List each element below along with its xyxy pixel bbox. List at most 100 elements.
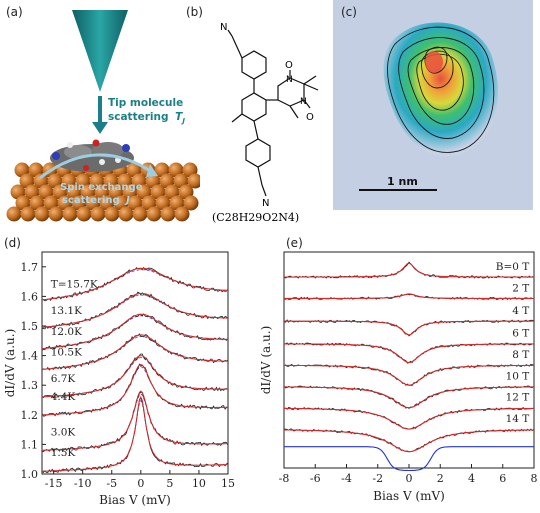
series-e-fit-1 <box>284 293 534 299</box>
y-tick-label-d: 1.6 <box>21 290 39 303</box>
panel-d-label: (d) <box>4 236 21 250</box>
atom-n-ring1: N <box>286 75 293 85</box>
series-d-fit-2 <box>41 313 229 350</box>
series-d-fit-4 <box>42 355 229 398</box>
panel-a-illustration: Tip molecule scattering TJ Spin exchange… <box>6 10 203 222</box>
atom-n-ring2: N <box>300 97 307 107</box>
panel-a: Tip molecule scattering TJ Spin exchange… <box>0 0 203 230</box>
series-e-fit-3 <box>284 343 534 364</box>
tip-caption-symbol: T <box>175 111 183 123</box>
plot-frame-e <box>283 251 535 469</box>
x-tick-label-d: -10 <box>74 477 92 490</box>
series-e-label-4: 8 T <box>512 349 529 361</box>
substrate-atom <box>174 206 190 222</box>
x-tick-label-e: 2 <box>437 472 444 485</box>
series-e-label-0: B=0 T <box>496 261 530 273</box>
panel-d: -15 -10 -5 0 5 10 15 1.0 1.1 1.2 1.3 1.4 1.5 1.6 1.7 Bi… <box>0 232 240 509</box>
substrate-atom <box>6 206 22 222</box>
panel-c: 1 nm (c) <box>333 0 533 210</box>
series-e-fit-2 <box>284 320 534 336</box>
series-e-label-1: 2 T <box>512 282 529 294</box>
series-e-label-5: 10 T <box>506 370 530 382</box>
x-axis-label-e: Bias V (mV) <box>373 489 445 503</box>
molecular-formula: (C28H29O2N4) <box>212 211 299 224</box>
x-tick-label-e: -4 <box>341 472 352 485</box>
spin-caption-line2-wrap: scattering J <box>62 195 130 206</box>
substrate-atom <box>76 206 92 222</box>
spin-caption-symbol: J <box>124 195 130 206</box>
substrate-atom <box>132 206 148 222</box>
panel-b: N N O O N N (C28H29O2N4) (b) <box>182 0 342 230</box>
series-e-data-4 <box>283 363 535 386</box>
substrate-atom <box>160 206 176 222</box>
y-tick-label-d: 1.3 <box>21 379 39 392</box>
panel-b-structure: N N O O N N (C28H29O2N4) <box>212 22 319 224</box>
plot-frame-d <box>41 251 229 475</box>
series-d-label-5: 4.4K <box>51 391 76 403</box>
series-e-fit-5 <box>284 386 534 409</box>
chart-d: -15 -10 -5 0 5 10 15 1.0 1.1 1.2 1.3 1.4 1.5 1.6 1.7 Bi… <box>3 251 235 507</box>
panel-e: -8 -6 -4 -2 0 2 4 6 8 Bias V (mV) dI/dV (a.u.) B=0 … <box>240 232 540 509</box>
scale-bar-label: 1 nm <box>387 175 418 188</box>
series-d-label-6: 3.0K <box>51 427 76 439</box>
x-tick-label-d: -15 <box>45 477 63 490</box>
series-e-data-2 <box>283 319 535 337</box>
stm-tip <box>72 10 128 92</box>
tip-caption-line2: scattering <box>108 111 169 123</box>
series-e-data-6 <box>283 406 535 430</box>
x-tick-label-e: 0 <box>406 472 413 485</box>
series-e-label-3: 6 T <box>512 328 529 340</box>
atom-n-top: N <box>220 22 227 33</box>
series-e-label-2: 4 T <box>512 305 529 317</box>
tip-caption-line1: Tip molecule <box>108 97 183 109</box>
y-tick-label-d: 1.0 <box>21 468 39 481</box>
tip-caption-subscript: J <box>180 117 185 125</box>
topograph-peak <box>425 51 443 73</box>
series-e-data-3 <box>283 342 535 364</box>
substrate-atom <box>90 206 106 222</box>
series-d-label-7: 1.5K <box>51 447 76 459</box>
panel-e-label: (e) <box>286 236 303 250</box>
x-tick-label-e: -8 <box>279 472 290 485</box>
y-tick-label-d: 1.1 <box>21 438 39 451</box>
substrate-atom <box>62 206 78 222</box>
x-tick-label-e: -2 <box>372 472 383 485</box>
series-d-fit-5 <box>41 363 228 416</box>
series-d-fit-1 <box>41 292 228 328</box>
tip-arrow-head <box>92 122 108 134</box>
substrate-atom <box>48 206 64 222</box>
series-e-fit-0 <box>284 262 534 278</box>
tip-caption-line2-wrap: scattering TJ <box>108 111 185 125</box>
substrate-atom <box>183 195 199 211</box>
x-tick-label-d: 0 <box>137 477 144 490</box>
y-tick-label-d: 1.4 <box>21 350 39 363</box>
x-tick-label-e: 4 <box>468 472 475 485</box>
panel-a-label: (a) <box>6 5 23 19</box>
series-e-fit-6 <box>284 407 534 430</box>
x-tick-label-e: 8 <box>531 472 538 485</box>
panel-c-label: (c) <box>341 5 357 19</box>
y-tick-label-d: 1.7 <box>21 261 39 274</box>
molecular-structure <box>227 29 319 197</box>
y-axis-label-d: dI/dV (a.u.) <box>3 329 17 398</box>
y-axis-label-e: dI/dV (a.u.) <box>259 326 273 395</box>
topograph-apparent-height <box>383 22 499 157</box>
y-tick-label-d: 1.2 <box>21 409 39 422</box>
gap-curve-e <box>284 446 534 472</box>
x-tick-label-d: 10 <box>192 477 206 490</box>
atom-o-top: O <box>285 60 293 71</box>
series-d-label-0: T=15.7K <box>51 279 98 291</box>
x-tick-label-e: 6 <box>499 472 506 485</box>
substrate-atom <box>20 206 36 222</box>
spin-caption-line1: Spin exchange <box>60 182 143 193</box>
series-d-fit-0 <box>41 267 229 301</box>
stm-topograph: 1 nm <box>333 0 533 210</box>
series-e-label-7: 14 T <box>506 413 530 425</box>
series-e-data-7 <box>283 428 535 453</box>
x-axis-label-d: Bias V (mV) <box>99 493 171 507</box>
substrate-atom <box>146 206 162 222</box>
adsorbed-molecule <box>50 139 134 172</box>
atom-o-right: O <box>306 112 314 123</box>
x-tick-label-d: 5 <box>166 477 173 490</box>
series-d-label-1: 13.1K <box>51 305 82 317</box>
